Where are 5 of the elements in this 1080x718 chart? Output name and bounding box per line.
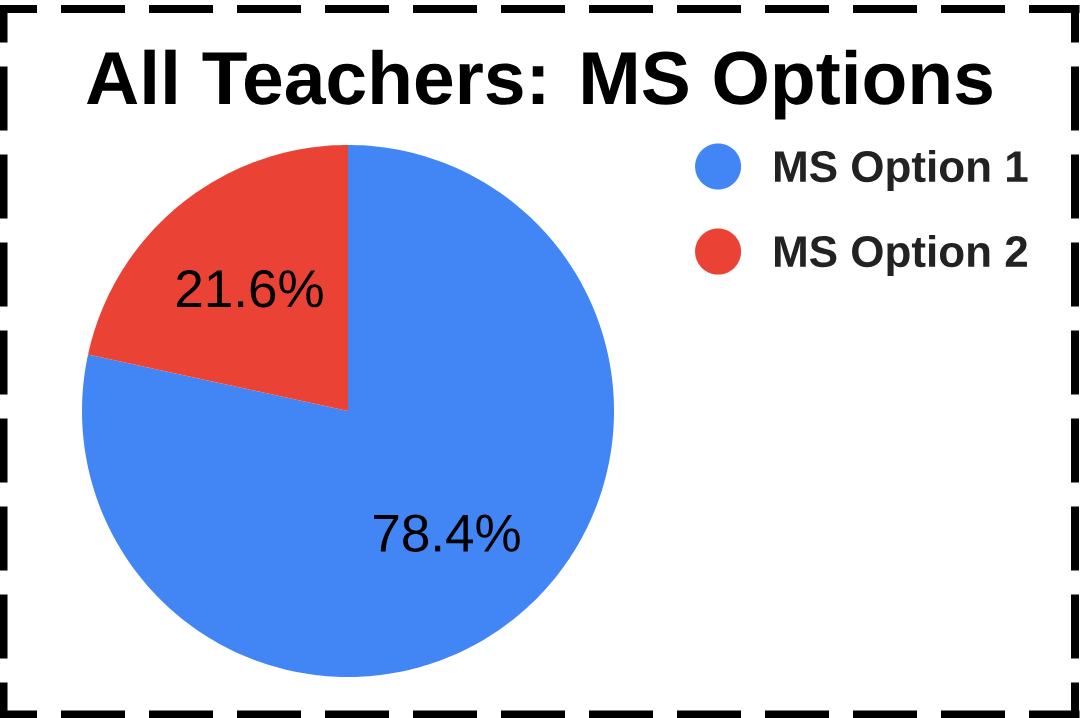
data-label: 21.6% bbox=[177, 270, 323, 308]
legend-label: MS Option 1 bbox=[775, 149, 1028, 191]
legend-label: MS Option 2 bbox=[775, 234, 1027, 276]
data-label: 78.4% bbox=[374, 514, 520, 552]
chart-title: All Teachers: MS Options bbox=[86, 49, 992, 120]
